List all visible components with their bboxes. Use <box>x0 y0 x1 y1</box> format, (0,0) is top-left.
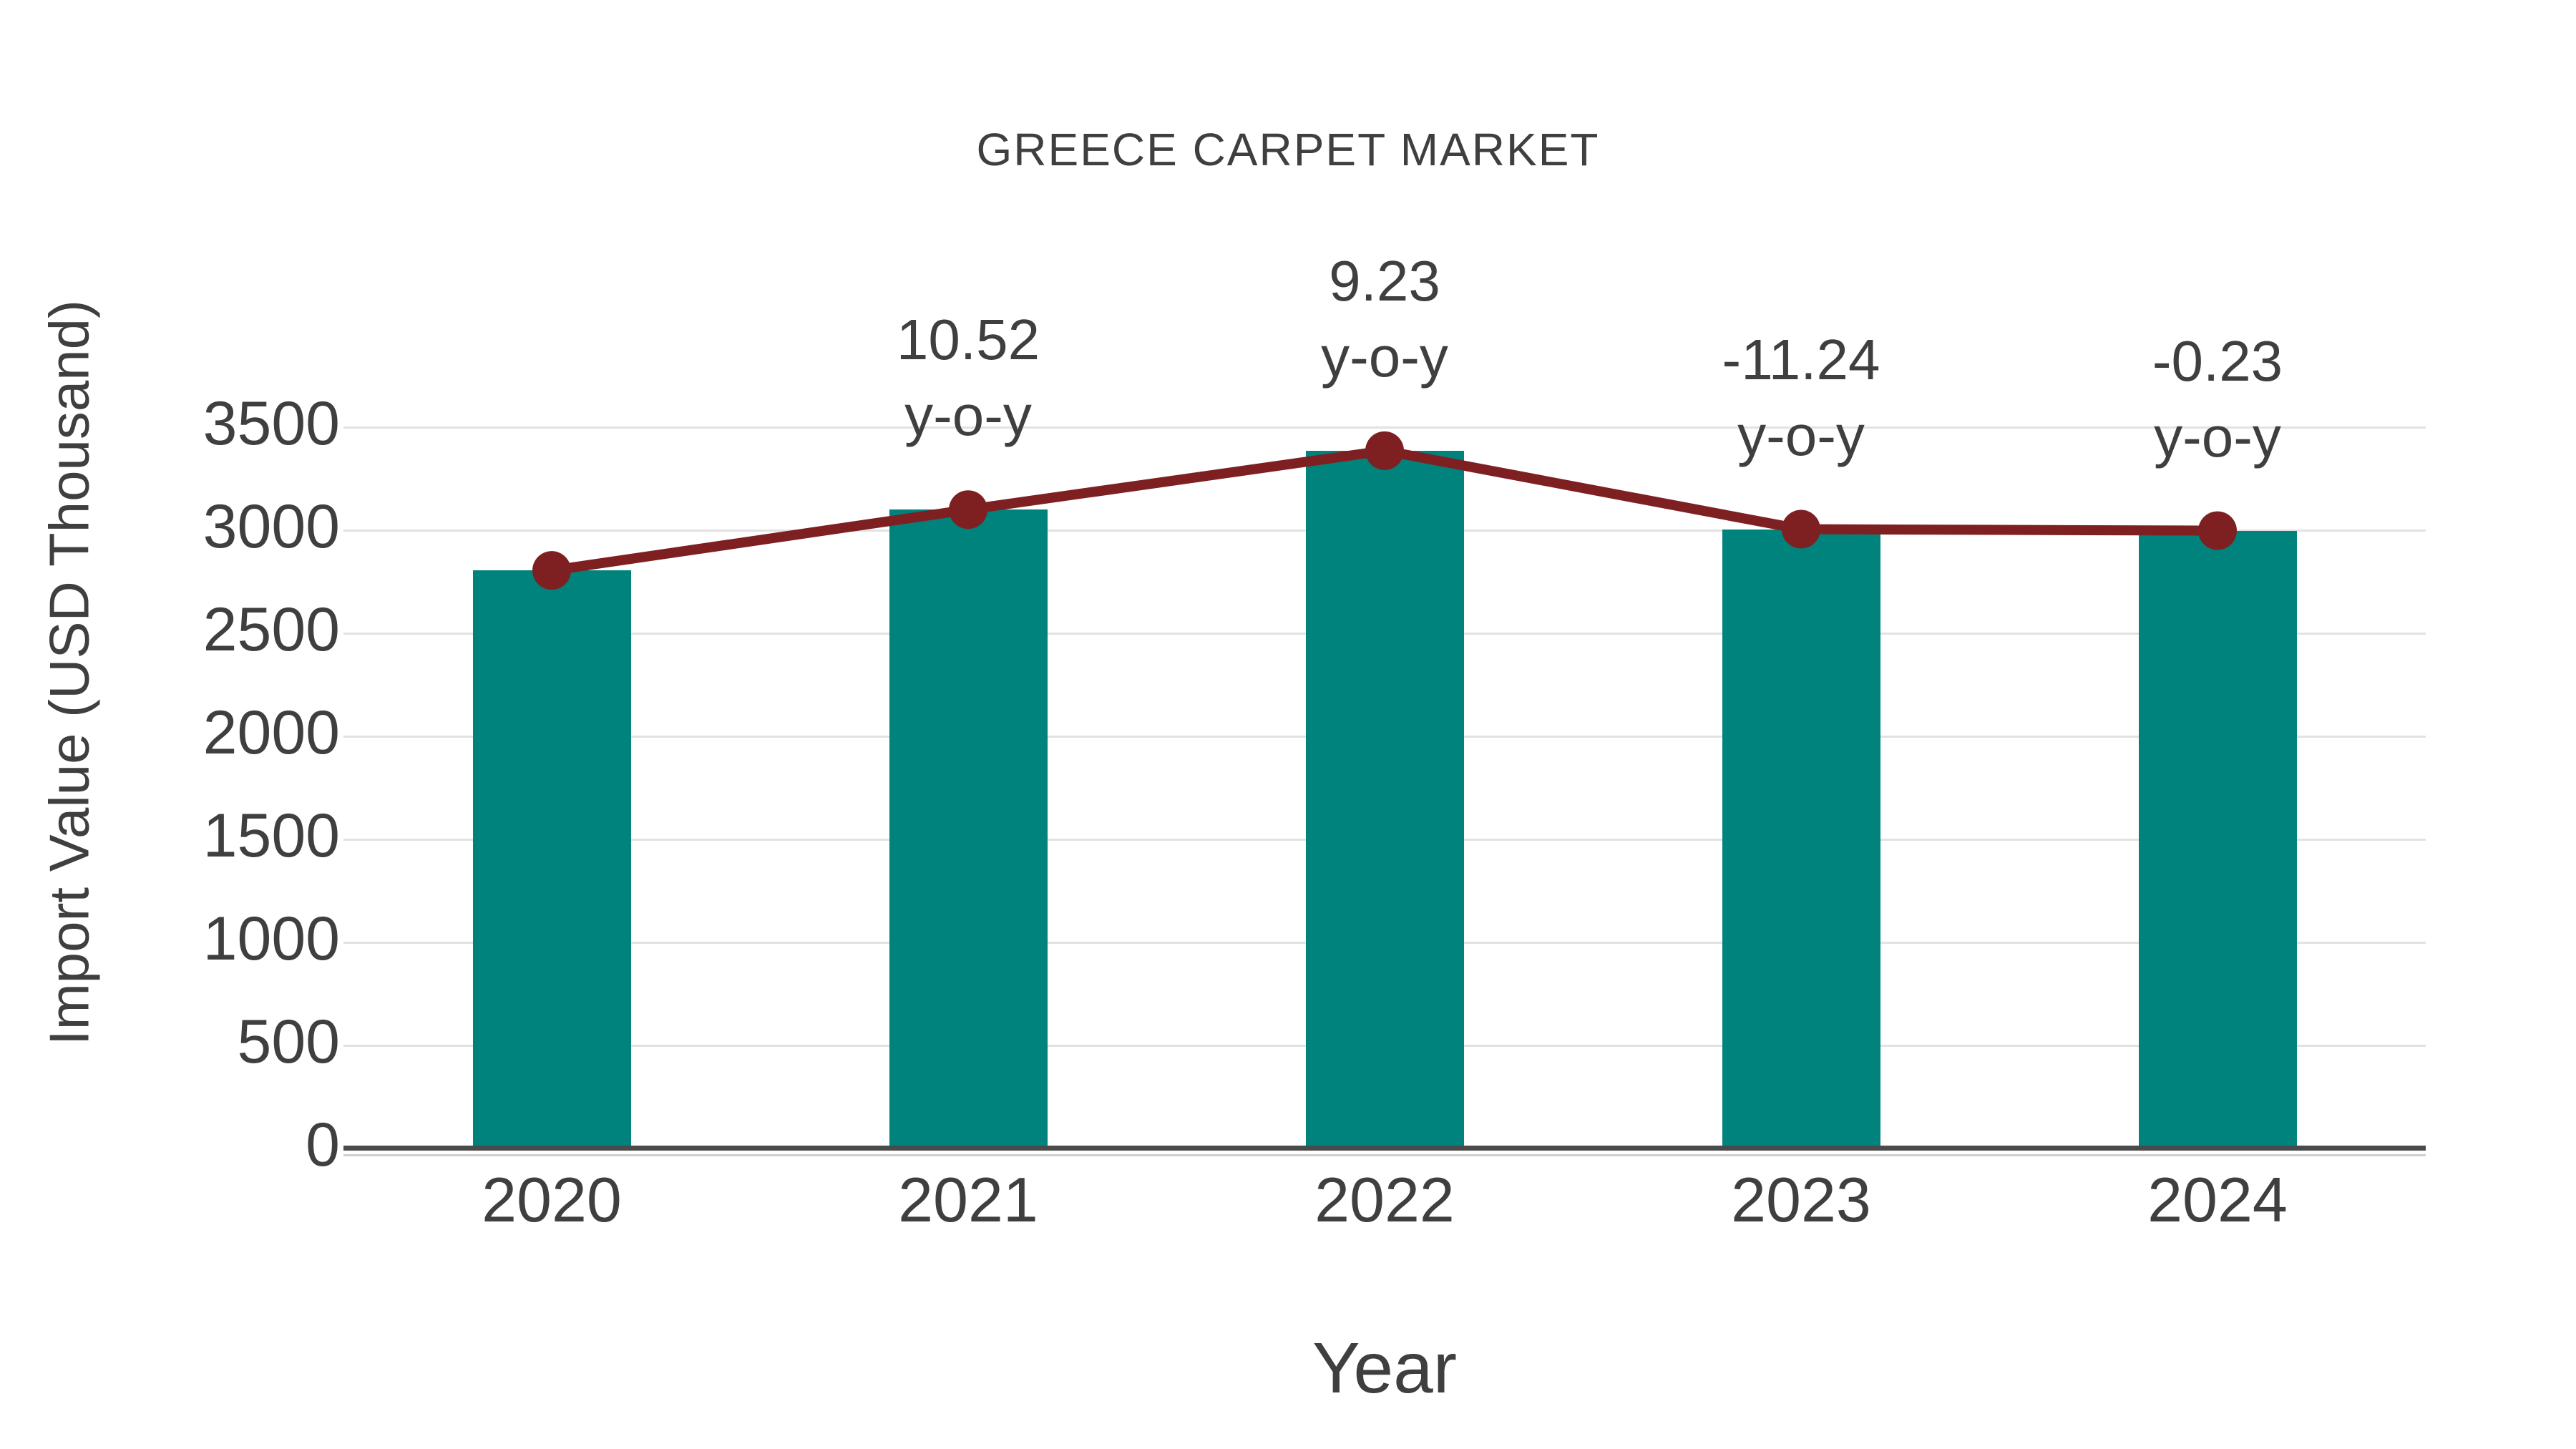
bar-2020 <box>472 570 631 1148</box>
y-tick-label-1500: 1500 <box>203 801 340 870</box>
y-tick-label-2000: 2000 <box>203 698 340 767</box>
y-tick-label-0: 0 <box>306 1111 340 1179</box>
bar-2022 <box>1305 450 1464 1148</box>
yoy-suffix: y-o-y <box>1737 403 1865 467</box>
y-tick-label-3500: 3500 <box>203 389 340 458</box>
y-tick-label-2500: 2500 <box>203 595 340 664</box>
bar-2023 <box>1722 529 1880 1148</box>
x-axis-subline <box>343 1154 2426 1156</box>
y-tick-label-500: 500 <box>237 1008 341 1076</box>
trend-marker-2024 <box>2198 511 2237 550</box>
yoy-annotation-2022: 9.23 y-o-y <box>1170 243 1599 395</box>
y-tick-label-3000: 3000 <box>203 492 340 561</box>
trend-marker-2023 <box>1782 509 1820 549</box>
x-tick-label-2023: 2023 <box>1731 1164 1871 1235</box>
yoy-value: -11.24 <box>1722 327 1880 391</box>
y-tick-label-1000: 1000 <box>203 904 340 973</box>
yoy-value: -0.23 <box>2152 328 2283 393</box>
yoy-suffix: y-o-y <box>904 384 1032 448</box>
bar-2021 <box>889 509 1048 1148</box>
chart-title: GREECE CARPET MARKET <box>976 124 1600 175</box>
yoy-annotation-2024: -0.23 y-o-y <box>2003 323 2432 475</box>
yoy-annotation-2023: -11.24 y-o-y <box>1586 322 2016 474</box>
x-axis-line <box>343 1146 2426 1151</box>
x-tick-label-2022: 2022 <box>1314 1164 1455 1235</box>
bar-2024 <box>2138 530 2297 1148</box>
trend-marker-2022 <box>1365 431 1404 470</box>
trend-marker-2020 <box>532 551 571 590</box>
trend-marker-2021 <box>949 490 987 530</box>
yoy-value: 9.23 <box>1329 248 1440 313</box>
gridline-y-3500 <box>343 426 2426 429</box>
yoy-suffix: y-o-y <box>1321 324 1448 389</box>
x-tick-label-2024: 2024 <box>2147 1164 2288 1235</box>
yoy-value: 10.52 <box>896 308 1040 372</box>
yoy-suffix: y-o-y <box>2154 404 2281 469</box>
x-tick-label-2020: 2020 <box>482 1164 622 1235</box>
x-axis-title: Year <box>1312 1328 1458 1408</box>
yoy-annotation-2021: 10.52 y-o-y <box>753 302 1183 454</box>
x-tick-label-2021: 2021 <box>898 1164 1038 1235</box>
